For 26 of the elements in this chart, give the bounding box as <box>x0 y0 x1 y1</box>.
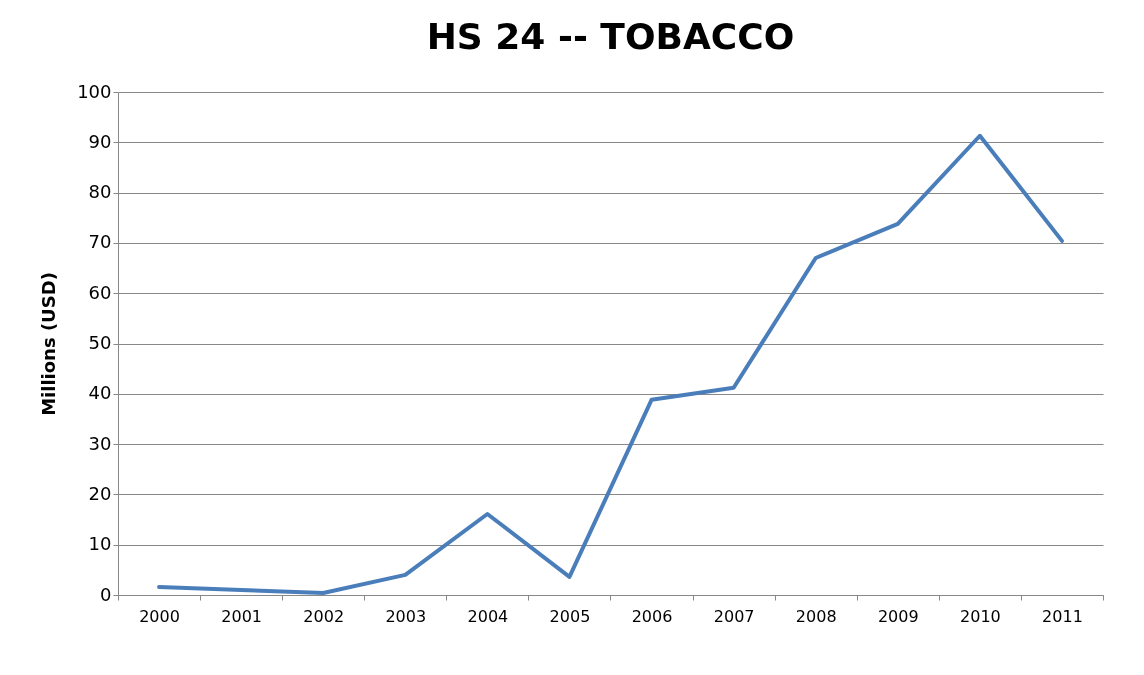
y-tick-label: 90 <box>88 130 112 152</box>
x-tick-label: 2003 <box>385 606 427 626</box>
x-tick-label: 2008 <box>795 606 837 626</box>
y-tick-label: 40 <box>88 382 112 404</box>
x-tick-label: 2007 <box>713 606 755 626</box>
y-tick-label: 50 <box>88 332 112 353</box>
chart-title: HS 24 -- TOBACCO <box>426 16 795 57</box>
x-tick-label: 2006 <box>631 606 673 626</box>
y-tick-label: 30 <box>88 432 112 454</box>
y-axis-title: Millions (USD) <box>38 272 60 416</box>
y-tick-label: 20 <box>88 482 112 504</box>
y-tick-label: 0 <box>100 583 112 605</box>
x-tick-label: 2009 <box>877 606 919 626</box>
x-tick-label: 2000 <box>139 606 180 626</box>
x-tick-label: 2001 <box>221 606 262 626</box>
y-tick-label: 80 <box>88 181 112 203</box>
x-tick-label: 2004 <box>467 606 509 626</box>
y-tick-label: 70 <box>88 231 112 253</box>
x-tick-label: 2010 <box>960 606 1001 626</box>
y-tick-label: 10 <box>88 533 112 555</box>
x-tick-label: 2011 <box>1042 606 1083 626</box>
y-tick-label: 100 <box>77 80 112 102</box>
x-tick-label: 2005 <box>549 606 591 626</box>
x-tick-label: 2002 <box>303 606 345 626</box>
line-series <box>157 133 1064 595</box>
y-tick-label: 60 <box>88 281 112 303</box>
